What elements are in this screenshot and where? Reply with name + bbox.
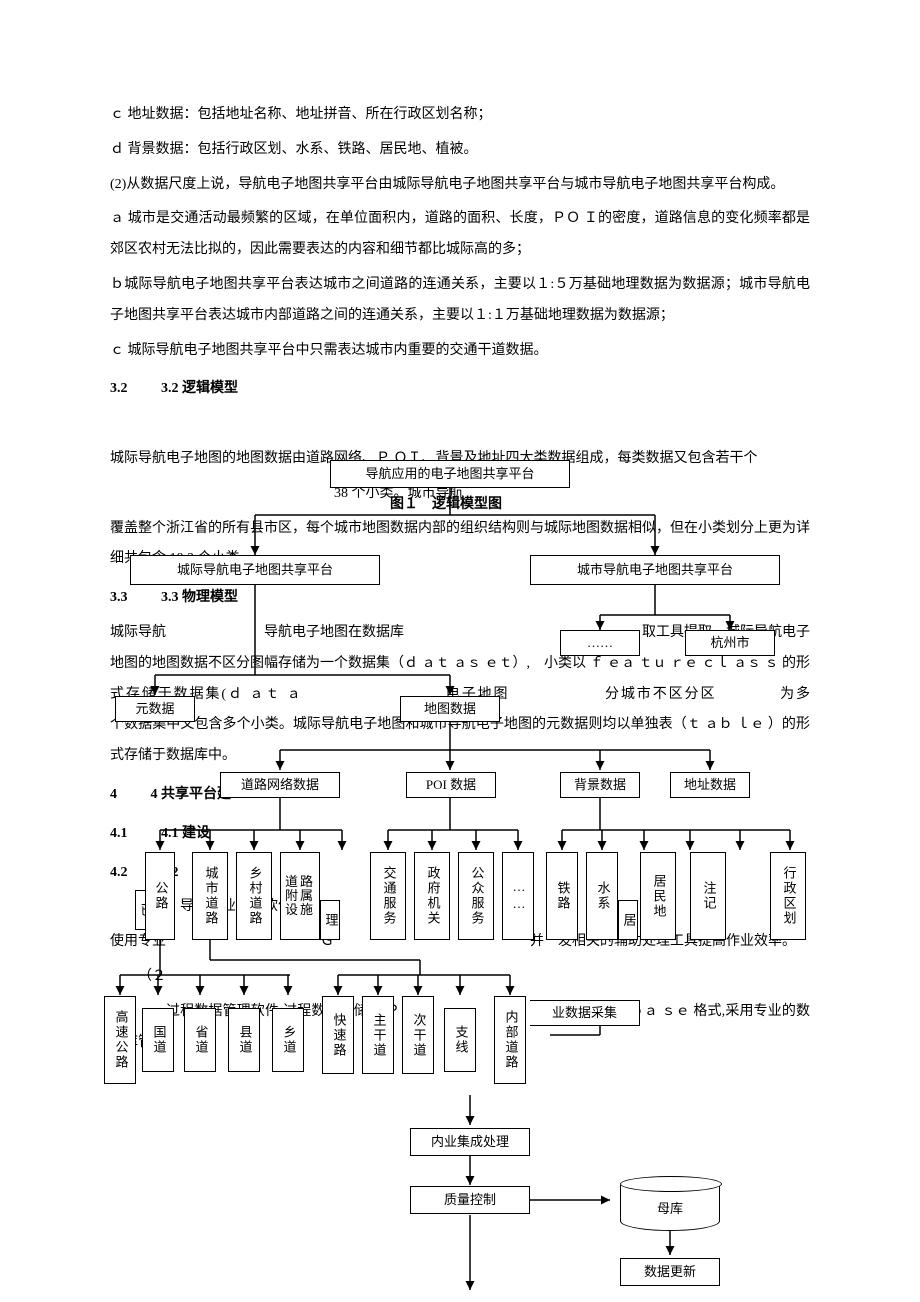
sect-4-1-title: 4.1 建设 bbox=[161, 826, 210, 841]
sect-3-3-title: 3.3 物理模型 bbox=[161, 590, 238, 605]
sect-4-title: 4 共享平台建 bbox=[151, 787, 232, 802]
sect-3-3: 3.3 3.3 物理模型 bbox=[110, 583, 810, 614]
para-c: ｃ 地址数据：包括地址名称、地址拼音、所在行政区划名称； bbox=[110, 100, 810, 131]
sect-3-2-num: 3.2 bbox=[110, 381, 128, 396]
para-d: ｄ 背景数据：包括行政区划、水系、铁路、居民地、植被。 bbox=[110, 135, 810, 166]
mid-1: 城际导航电子地图的地图数据由道路网络、Ｐ ＯＩ、背景及地址四大类数据组成，每类数… bbox=[110, 444, 810, 475]
sect-4-2-title: 4.2 bbox=[161, 865, 179, 880]
sect-4: 4 4 共享平台建 bbox=[110, 780, 810, 811]
mid-4: 城际导航 导航电子地图在数据库 取工具提取。城际导航电子地图的地图数据不区分图幅… bbox=[110, 618, 810, 772]
box-qc: 质量控制 bbox=[410, 1186, 530, 1214]
mid-6: 使用专业 Ｇ 并 发相关的辅助处理工具提高作业效率。 bbox=[110, 927, 810, 958]
para-c2: ｃ 城际导航电子地图共享平台中只需表达城市内重要的交通干道数据。 bbox=[110, 336, 810, 367]
sect-3-2-title: 3.2 逻辑模型 bbox=[161, 381, 238, 396]
para-2: (2)从数据尺度上说，导航电子地图共享平台由城际导航电子地图共享平台与城市导航电… bbox=[110, 170, 810, 201]
box-ny: 内业集成处理 bbox=[410, 1128, 530, 1156]
cylinder-motherdb: 母库 bbox=[620, 1176, 720, 1231]
box-update: 数据更新 bbox=[620, 1258, 720, 1286]
para-b2: ｂ城际导航电子地图共享平台表达城市之间道路的连通关系，主要以１:５万基础地理数据… bbox=[110, 270, 810, 332]
mid-7: （２ bbox=[110, 962, 810, 993]
para-a2: ａ 城市是交通活动最频繁的区域，在单位面积内，道路的面积、长度，ＰＯ Ｉ的密度，… bbox=[110, 204, 810, 266]
sect-4-1-num: 4.1 bbox=[110, 826, 128, 841]
sect-4-2-num: 4.2 bbox=[110, 865, 128, 880]
mid-3: 覆盖整个浙江省的所有县市区，每个城市地图数据内部的组织结构则与城际地图数据相似，… bbox=[110, 514, 810, 576]
sect-3-3-num: 3.3 bbox=[110, 590, 128, 605]
sect-4-2: 4.2 4.2 bbox=[110, 858, 810, 889]
sect-4-num: 4 bbox=[110, 787, 117, 802]
mid-8: 过程数据管理软件:过程数据存储为 Ｐｅ ｔａ ｂａ ｓｅ 格式,采用专业的数据库… bbox=[110, 997, 810, 1059]
mid-2: 38 个小类。城市导航 bbox=[110, 479, 810, 510]
sect-4-1: 4.1 4.1 建设 bbox=[110, 819, 810, 850]
mid-5: （１）导航内业处理软件 bbox=[110, 892, 810, 923]
sect-3-2: 3.2 3.2 逻辑模型 bbox=[110, 374, 810, 405]
figure-caption bbox=[110, 409, 810, 440]
